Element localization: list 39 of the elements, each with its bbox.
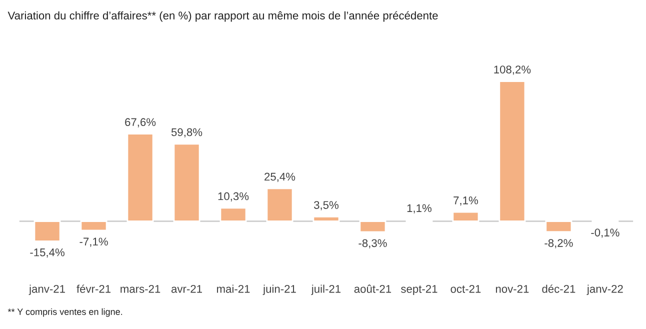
data-label: 67,6% (125, 118, 156, 128)
x-tick-label: mai-21 (217, 284, 250, 293)
data-label: -7,1% (80, 238, 108, 247)
bar (312, 216, 340, 222)
bar (359, 220, 386, 233)
bar (452, 211, 480, 222)
x-tick-label: déc-21 (542, 284, 576, 293)
bar (266, 188, 294, 222)
data-label: -8,2% (544, 239, 573, 248)
data-label: 59,8% (171, 128, 202, 138)
bar (220, 207, 247, 222)
x-tick-label: nov-21 (496, 284, 529, 293)
bar (173, 143, 200, 222)
data-label: 108,2% (494, 66, 531, 75)
x-tick-label: janv-22 (586, 284, 623, 296)
x-tick-label: sept-21 (400, 284, 438, 296)
data-label: -8,3% (358, 239, 387, 248)
data-label: 3,5% (314, 201, 338, 210)
bar (34, 220, 61, 242)
x-tick-label: oct-21 (450, 284, 481, 293)
x-tick-label: avr-21 (171, 284, 202, 293)
data-label: -15,4% (30, 248, 64, 258)
bar (498, 80, 526, 222)
x-tick-label: août-21 (354, 284, 392, 293)
x-tick-label: févr-21 (76, 284, 111, 293)
bar (80, 220, 108, 232)
bar (126, 133, 154, 222)
data-label: 25,4% (264, 172, 296, 182)
data-label: -0,1% (591, 228, 620, 238)
data-label: 1,1% (407, 204, 432, 214)
data-label: 7,1% (454, 196, 478, 206)
bar (545, 220, 572, 233)
data-label: 10,3% (218, 192, 249, 202)
x-tick-label: juil-21 (311, 284, 341, 296)
x-tick-label: mars-21 (120, 284, 160, 293)
x-tick-label: janv-21 (28, 284, 65, 296)
x-tick-label: juin-21 (262, 284, 296, 296)
text: ** Y compris ventes en ligne. (8, 308, 122, 317)
chart-title: Variation du chiffre d’affaires** (en %) par rapport au même mois de l’année précédente (8, 11, 438, 22)
